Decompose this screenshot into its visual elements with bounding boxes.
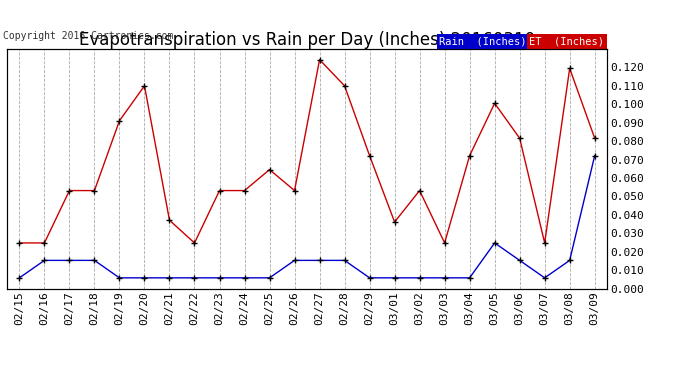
Text: ET  (Inches): ET (Inches) [529, 36, 604, 46]
Text: Copyright 2016 Cartronics.com: Copyright 2016 Cartronics.com [3, 32, 174, 41]
Title: Evapotranspiration vs Rain per Day (Inches) 20160310: Evapotranspiration vs Rain per Day (Inch… [79, 31, 535, 49]
Text: Rain  (Inches): Rain (Inches) [439, 36, 526, 46]
